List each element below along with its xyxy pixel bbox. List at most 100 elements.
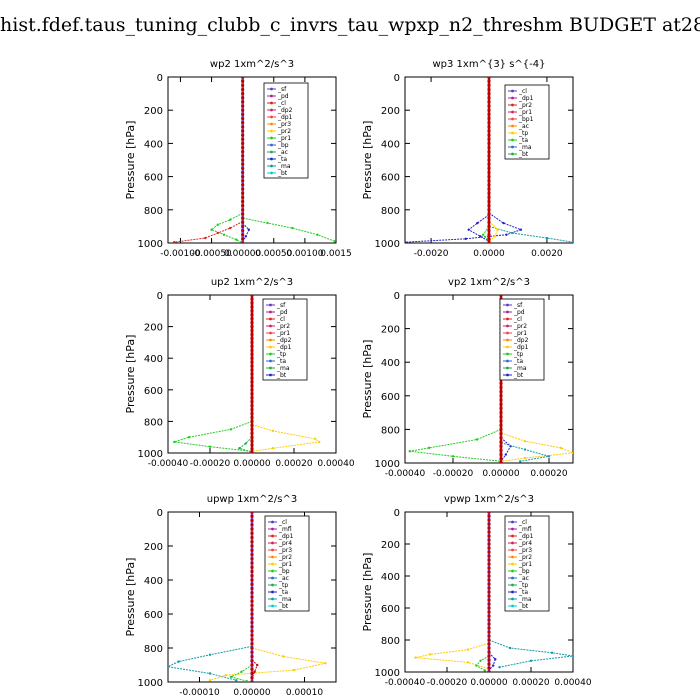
legend-marker [511,138,514,142]
page-title: hist.fdef.taus_tuning_clubb_c_invrs_tau_… [0,14,700,36]
y-tick-label: 0 [157,508,163,519]
data-point [250,380,254,384]
data-point [241,150,245,154]
plot-frame [167,76,337,244]
data-point [487,574,491,578]
data-point [475,664,478,667]
data-point [250,400,254,404]
data-point [487,166,491,170]
legend-entry: _pr2 [278,554,292,561]
data-point [250,407,254,412]
legend-entry: _ac [518,575,529,582]
legend-entry: _pr1 [276,330,290,337]
data-point [523,456,527,460]
x-tick-label: -0.00020 [433,469,474,479]
legend-marker [511,152,514,156]
data-point [250,404,254,408]
data-point [241,179,245,183]
data-point [499,398,503,402]
data-point [241,92,245,96]
legend-entry: _pd [513,309,525,316]
legend-marker [511,527,514,531]
legend-marker [511,569,514,573]
data-point [487,199,491,204]
legend-marker [269,366,272,370]
x-tick-label: 0.00000 [233,459,270,469]
data-point [571,654,573,658]
data-point [487,554,491,558]
data-point [250,535,254,540]
data-point [241,216,245,220]
x-tick-label: -0.00040 [385,678,426,688]
series-line [238,436,253,453]
y-tick-label: 1000 [375,668,400,679]
legend-marker [511,548,514,552]
data-point [466,661,470,664]
data-point [187,436,191,439]
x-tick-label: 0.00040 [317,459,354,469]
y-axis-label: Pressure [hPa] [124,335,137,414]
legend-marker [269,310,272,314]
data-point [208,672,212,675]
data-point [467,228,470,231]
data-point [499,432,503,436]
chart-title: vp2 1xm^2/s^3 [448,277,530,288]
x-tick-label: 0.00000 [482,469,519,479]
x-tick-label: 0.00000 [224,249,261,259]
data-point [476,221,479,225]
data-point [229,428,233,431]
legend-entry: _bt [513,372,524,379]
data-point [271,447,275,450]
legend-marker [511,534,514,538]
series-line [409,428,502,462]
data-point [487,133,491,137]
y-tick-label: 1000 [138,678,163,689]
data-point [499,427,503,431]
data-point [502,221,505,225]
data-point [487,121,491,125]
y-tick-label: 600 [381,173,400,184]
x-tick-label: 0.00050 [255,249,292,259]
data-point [499,440,503,444]
data-point [235,238,238,241]
data-point [571,240,573,243]
legend-marker [511,124,514,128]
legend-marker [270,157,273,161]
legend-marker [511,131,514,135]
legend-marker [271,534,274,538]
legend-entry: _mfl [278,526,292,533]
legend-entry: _cl [278,519,287,526]
data-point [487,92,491,96]
data-point [250,612,254,616]
chart-panel-3: up2 1xm^2/s^3 Pressure [hPa] 0 200 400 600 800… [124,277,355,469]
data-point [241,129,245,133]
legend-entry: _ta [276,358,286,365]
data-point [241,125,245,129]
series-line [251,424,321,452]
data-point [210,228,213,231]
data-point [487,145,491,150]
legend-entry: _ma [518,144,532,151]
data-point [499,390,503,394]
legend-marker [270,164,273,168]
legend-marker [511,520,514,524]
legend-entry: _dp1 [513,344,529,351]
x-tick-label: -0.00040 [148,459,189,469]
data-point [241,241,245,243]
data-point [250,356,254,360]
chart-title: wp2 1xm^2/s^3 [210,59,294,70]
data-point [250,523,254,527]
data-point [245,679,248,682]
data-point [208,679,212,682]
data-point [250,608,254,612]
data-point [250,427,254,431]
y-tick-label: 0 [394,73,400,84]
legend-entry: _pd [276,309,288,316]
legend-entry: _pr2 [513,323,527,330]
y-tick-label: 1000 [375,459,400,470]
data-point [253,670,256,673]
data-point [256,663,259,667]
data-point [250,301,254,305]
legend-entry: _bt [278,603,289,610]
data-point [241,158,245,162]
